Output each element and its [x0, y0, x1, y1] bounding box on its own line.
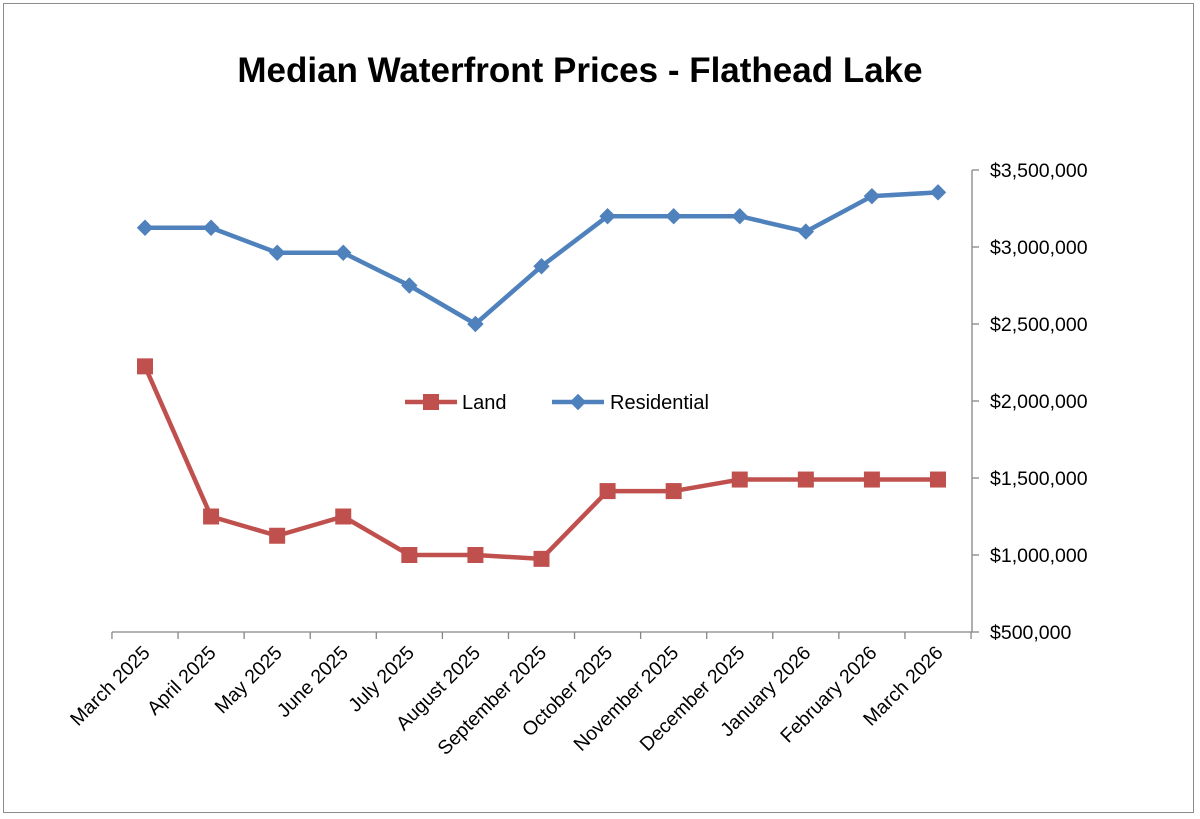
data-point: [203, 508, 220, 525]
data-point: [136, 219, 154, 236]
legend-label: Land: [462, 392, 507, 414]
data-point: [731, 471, 748, 488]
data-point: [401, 277, 418, 294]
data-point: [401, 547, 418, 563]
legend: Land Residential: [405, 392, 709, 414]
data-point: [930, 471, 946, 488]
y-tick-label: $2,000,000: [990, 391, 1088, 413]
axes: [111, 169, 979, 639]
chart-title: Median Waterfront Prices - Flathead Lake: [237, 51, 922, 90]
y-tick-label: $3,000,000: [990, 237, 1088, 259]
data-point: [599, 207, 616, 225]
y-tick-label: $1,500,000: [990, 468, 1088, 490]
series-residential: [136, 184, 947, 333]
y-tick-label: $1,000,000: [990, 545, 1088, 567]
legend-item-residential: Residential: [552, 392, 709, 414]
y-axis-labels: $500,000 $1,000,000 $1,500,000 $2,000,000 $2…: [990, 160, 1088, 644]
legend-swatch-marker: [569, 393, 587, 411]
y-tick-label: $3,500,000: [990, 160, 1088, 182]
series-line: [142, 364, 941, 562]
x-tick-label: June 2025: [273, 642, 353, 722]
legend-swatch-marker: [423, 394, 439, 410]
data-point: [269, 527, 286, 544]
data-point: [731, 207, 748, 225]
data-point: [863, 187, 881, 205]
data-point: [797, 223, 815, 240]
data-point: [665, 207, 682, 225]
data-point: [137, 358, 153, 375]
x-tick-label: March 2025: [66, 642, 154, 730]
y-tick-label: $500,000: [990, 622, 1071, 644]
series-land: [137, 358, 946, 567]
legend-label: Residential: [610, 392, 709, 414]
data-point: [665, 483, 682, 500]
data-point: [533, 258, 550, 275]
data-point: [335, 508, 352, 525]
data-point: [533, 550, 550, 567]
data-point: [202, 219, 220, 236]
data-point: [467, 315, 484, 333]
legend-item-land: Land: [405, 392, 507, 414]
data-point: [863, 471, 880, 488]
data-point: [335, 244, 352, 261]
data-point: [268, 244, 286, 261]
data-point: [929, 184, 947, 201]
data-point: [797, 471, 814, 488]
y-tick-label: $2,500,000: [990, 314, 1088, 336]
chart-area: [3, 3, 1194, 813]
data-point: [467, 547, 484, 563]
data-point: [599, 483, 616, 500]
x-tick-label: April 2025: [143, 642, 221, 720]
series-group: [136, 184, 947, 567]
